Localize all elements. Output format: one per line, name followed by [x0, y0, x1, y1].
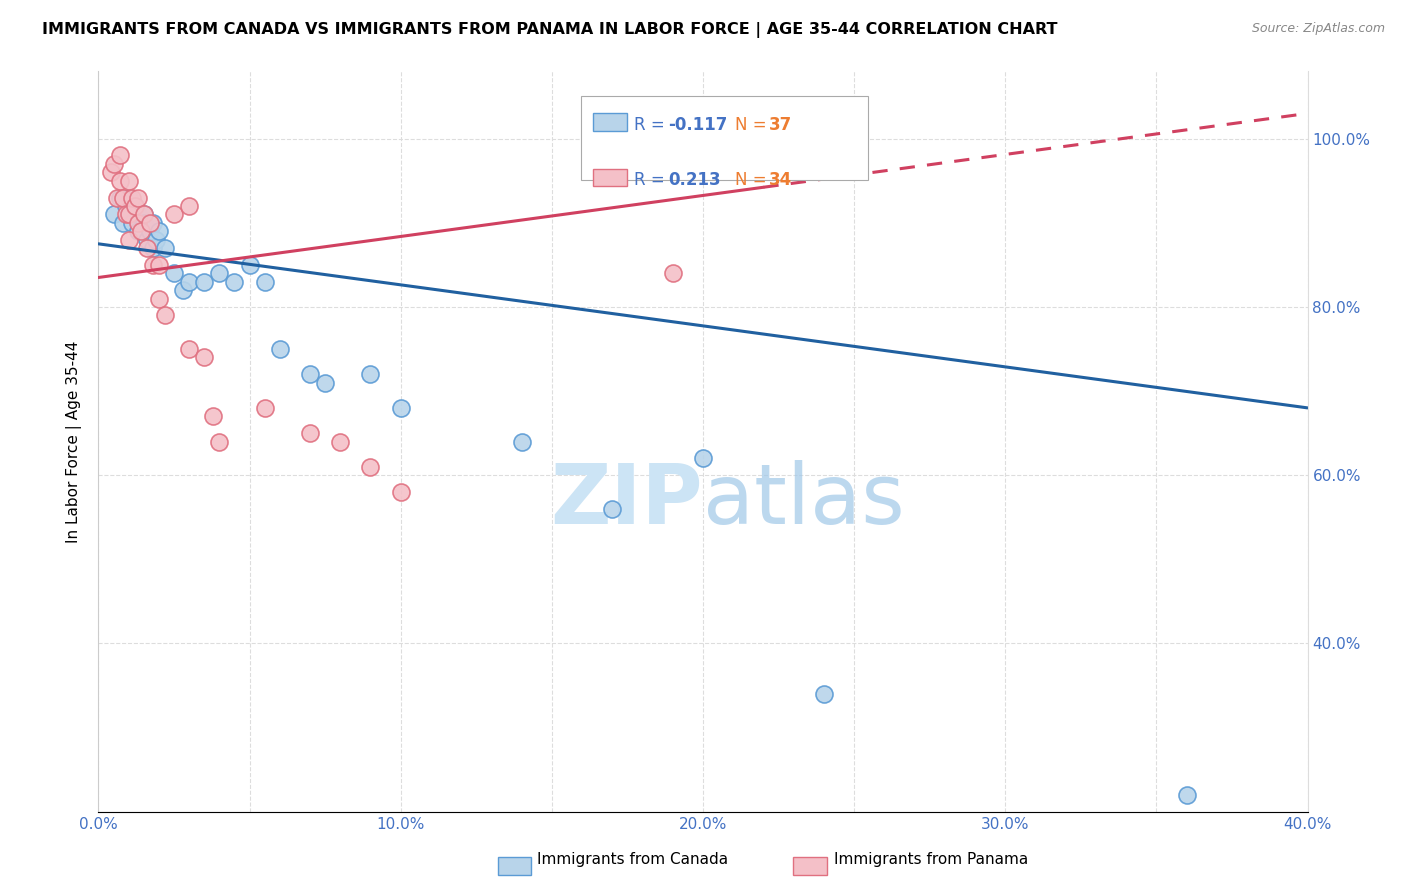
Point: [389, 401, 412, 415]
Point: [148, 292, 170, 306]
Text: -0.117: -0.117: [668, 116, 727, 134]
Point: [813, 687, 835, 701]
Point: [253, 275, 276, 289]
Text: Source: ZipAtlas.com: Source: ZipAtlas.com: [1251, 22, 1385, 36]
Point: [118, 190, 141, 204]
Point: [153, 309, 176, 323]
Point: [108, 190, 131, 204]
Point: [142, 241, 165, 255]
Point: [108, 174, 131, 188]
Point: [692, 451, 714, 466]
Point: [118, 207, 141, 221]
Point: [139, 224, 162, 238]
Point: [132, 207, 155, 221]
Text: 37: 37: [769, 116, 793, 134]
Point: [142, 258, 165, 272]
Point: [121, 190, 143, 204]
Point: [108, 148, 131, 162]
Point: [208, 434, 231, 449]
Point: [253, 401, 276, 415]
Point: [193, 351, 215, 365]
Point: [127, 216, 149, 230]
Point: [121, 216, 143, 230]
Point: [127, 224, 149, 238]
Text: atlas: atlas: [703, 460, 904, 541]
Text: IMMIGRANTS FROM CANADA VS IMMIGRANTS FROM PANAMA IN LABOR FORCE | AGE 35-44 CORR: IMMIGRANTS FROM CANADA VS IMMIGRANTS FRO…: [42, 22, 1057, 38]
Point: [193, 275, 215, 289]
Point: [114, 207, 136, 221]
Point: [105, 190, 128, 204]
Text: N =: N =: [735, 171, 772, 189]
Point: [124, 199, 146, 213]
Point: [360, 368, 382, 382]
Point: [118, 174, 141, 188]
Text: 34: 34: [769, 171, 793, 189]
Point: [124, 199, 146, 213]
Point: [100, 165, 122, 179]
Text: R =: R =: [634, 171, 671, 189]
Point: [135, 241, 157, 255]
Point: [208, 266, 231, 280]
Point: [179, 275, 201, 289]
Point: [510, 434, 533, 449]
Point: [127, 207, 149, 221]
Point: [118, 233, 141, 247]
Point: [239, 258, 262, 272]
Point: [172, 283, 194, 297]
Point: [269, 342, 291, 356]
Point: [103, 207, 125, 221]
Point: [132, 216, 155, 230]
Point: [127, 190, 149, 204]
Point: [202, 409, 225, 424]
Point: [139, 216, 162, 230]
Text: R =: R =: [634, 116, 671, 134]
Point: [129, 224, 152, 238]
Point: [114, 199, 136, 213]
Point: [153, 241, 176, 255]
Text: Immigrants from Canada: Immigrants from Canada: [537, 853, 728, 867]
Point: [329, 434, 352, 449]
Text: 0.213: 0.213: [668, 171, 720, 189]
Point: [179, 199, 201, 213]
Point: [1175, 788, 1198, 802]
Point: [163, 207, 186, 221]
Text: N =: N =: [735, 116, 772, 134]
Point: [602, 501, 624, 516]
Point: [142, 216, 165, 230]
Point: [132, 207, 155, 221]
Point: [103, 157, 125, 171]
Point: [299, 426, 322, 441]
Point: [314, 376, 336, 390]
Point: [148, 224, 170, 238]
Point: [299, 368, 322, 382]
Point: [111, 216, 134, 230]
Point: [389, 485, 412, 500]
Point: [118, 207, 141, 221]
Point: [163, 266, 186, 280]
Y-axis label: In Labor Force | Age 35-44: In Labor Force | Age 35-44: [66, 341, 83, 542]
Text: Immigrants from Panama: Immigrants from Panama: [834, 853, 1028, 867]
Point: [111, 190, 134, 204]
Point: [224, 275, 246, 289]
Point: [145, 233, 167, 247]
Point: [135, 233, 157, 247]
Point: [661, 266, 683, 280]
Point: [360, 459, 382, 474]
Point: [179, 342, 201, 356]
Point: [148, 258, 170, 272]
Text: ZIP: ZIP: [551, 460, 703, 541]
